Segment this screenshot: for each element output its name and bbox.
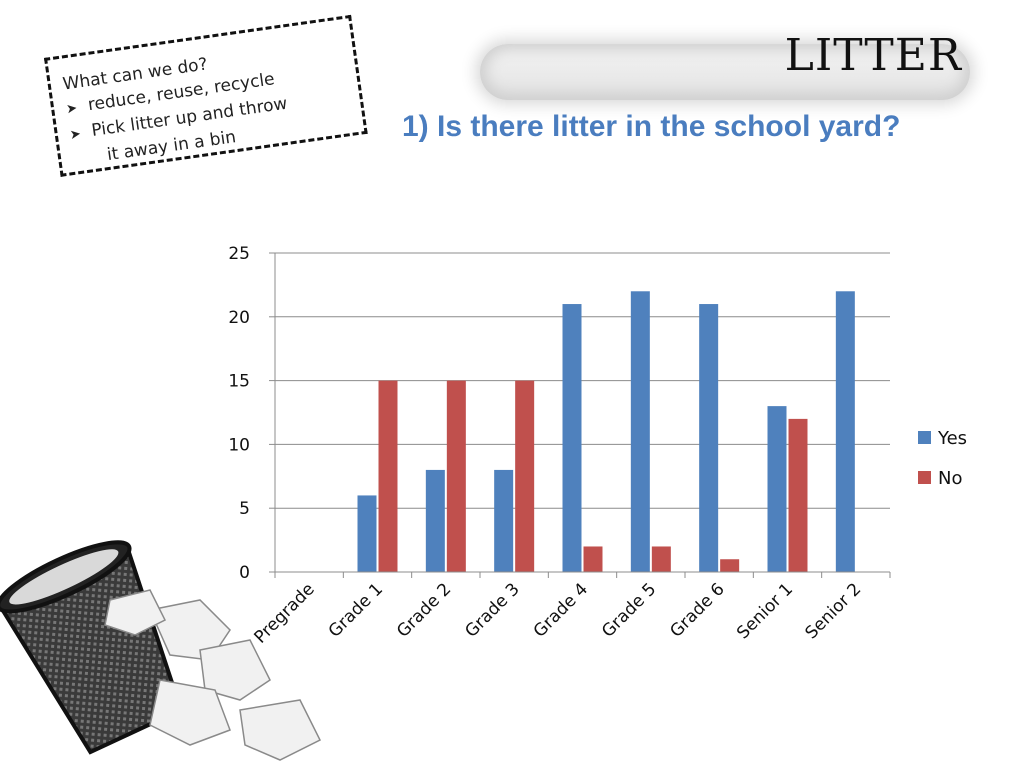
y-tick-label: 20 bbox=[228, 308, 250, 328]
trash-bin-icon bbox=[0, 540, 322, 761]
bars bbox=[357, 291, 855, 572]
bar-no bbox=[720, 559, 740, 572]
bar-no bbox=[583, 546, 603, 572]
bar-no bbox=[651, 546, 671, 572]
axes bbox=[269, 252, 891, 578]
bar-yes bbox=[767, 406, 787, 572]
bar-yes bbox=[835, 291, 855, 572]
legend-swatch bbox=[918, 431, 931, 444]
title-bar bbox=[480, 44, 970, 100]
y-tick-label: 0 bbox=[239, 563, 250, 583]
bar-no bbox=[378, 380, 398, 572]
bar-yes bbox=[562, 304, 582, 572]
bar-no bbox=[446, 380, 466, 572]
x-category-label: Grade 3 bbox=[461, 579, 523, 641]
bar-yes bbox=[357, 495, 377, 572]
y-tick-label: 15 bbox=[228, 372, 250, 392]
x-category-label: Grade 2 bbox=[393, 579, 455, 641]
x-category-label: Senior 1 bbox=[733, 579, 797, 643]
y-tick-label: 25 bbox=[228, 244, 250, 264]
question-heading: 1) Is there litter in the school yard? bbox=[402, 110, 901, 143]
x-category-label: Grade 6 bbox=[666, 579, 728, 641]
bar-yes bbox=[494, 469, 514, 572]
grid-lines bbox=[275, 252, 890, 509]
slide-title: LITTER bbox=[784, 30, 962, 81]
bar-yes bbox=[699, 304, 719, 572]
bar-yes bbox=[630, 291, 650, 572]
y-tick-label: 5 bbox=[239, 499, 250, 519]
x-category-label: Grade 4 bbox=[530, 579, 592, 641]
bar-no bbox=[788, 418, 808, 572]
legend-swatch bbox=[918, 471, 931, 484]
legend: Yes No bbox=[918, 428, 967, 489]
x-category-label: Senior 2 bbox=[801, 579, 865, 643]
bar-no bbox=[515, 380, 535, 572]
legend-label: No bbox=[938, 468, 962, 489]
y-tick-label: 10 bbox=[228, 435, 250, 455]
x-category-label: Grade 5 bbox=[598, 579, 660, 641]
bar-yes bbox=[425, 469, 445, 572]
legend-label: Yes bbox=[937, 428, 967, 449]
